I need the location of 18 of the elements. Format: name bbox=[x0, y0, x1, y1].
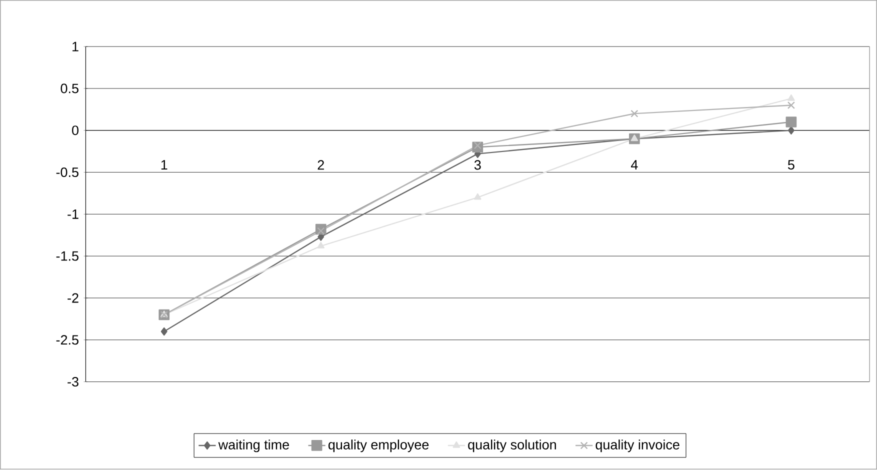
x-tick-label: 5 bbox=[788, 160, 794, 170]
legend-label: quality employee bbox=[328, 440, 429, 452]
legend-label: quality invoice bbox=[596, 440, 680, 452]
y-tick-label: -3 bbox=[68, 377, 78, 387]
y-tick-label: 1 bbox=[72, 42, 78, 52]
y-tick-label: -2.5 bbox=[56, 335, 78, 345]
y-tick-label: 0.5 bbox=[60, 84, 78, 94]
legend-label: waiting time bbox=[218, 440, 289, 452]
y-tick-label: -2 bbox=[68, 294, 78, 303]
y-tick-label: -1.5 bbox=[56, 252, 78, 262]
y-tick-label: 0 bbox=[72, 126, 78, 136]
x-tick-label: 1 bbox=[161, 160, 168, 170]
y-tick-label: -1 bbox=[68, 210, 78, 220]
legend-label: quality solution bbox=[468, 440, 556, 452]
x-tick-label: 2 bbox=[318, 160, 324, 170]
x-tick-label: 4 bbox=[630, 160, 638, 170]
x-tick-label: 3 bbox=[474, 160, 481, 170]
y-tick-label: -0.5 bbox=[56, 168, 78, 178]
